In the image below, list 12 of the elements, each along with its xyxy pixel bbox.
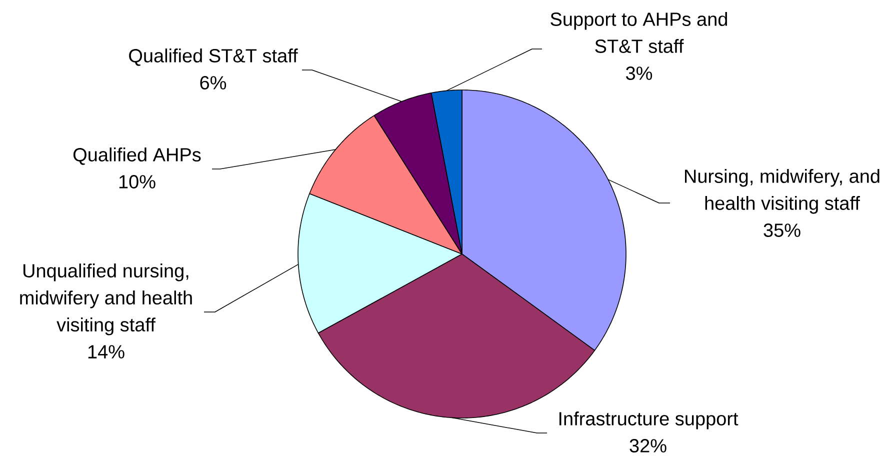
data-label: 6%: [200, 76, 226, 90]
slice-label: Nursing, midwifery, and health visiting staff: [685, 169, 880, 214]
data-label: 10%: [119, 175, 156, 188]
slice-label: Support to AHPs and ST&T staff: [550, 12, 727, 53]
data-label: 14%: [88, 345, 124, 358]
data-label: 3%: [626, 66, 652, 80]
slice-label: Qualified ST&T staff: [129, 48, 298, 66]
slice-label: Unqualified nursing, midwifery and health visiting staff: [20, 264, 192, 336]
slice-label: Infrastructure support: [559, 412, 738, 430]
data-label: 35%: [764, 224, 800, 237]
data-label: 32%: [630, 439, 666, 452]
slice-label: Qualified AHPs: [73, 148, 201, 165]
